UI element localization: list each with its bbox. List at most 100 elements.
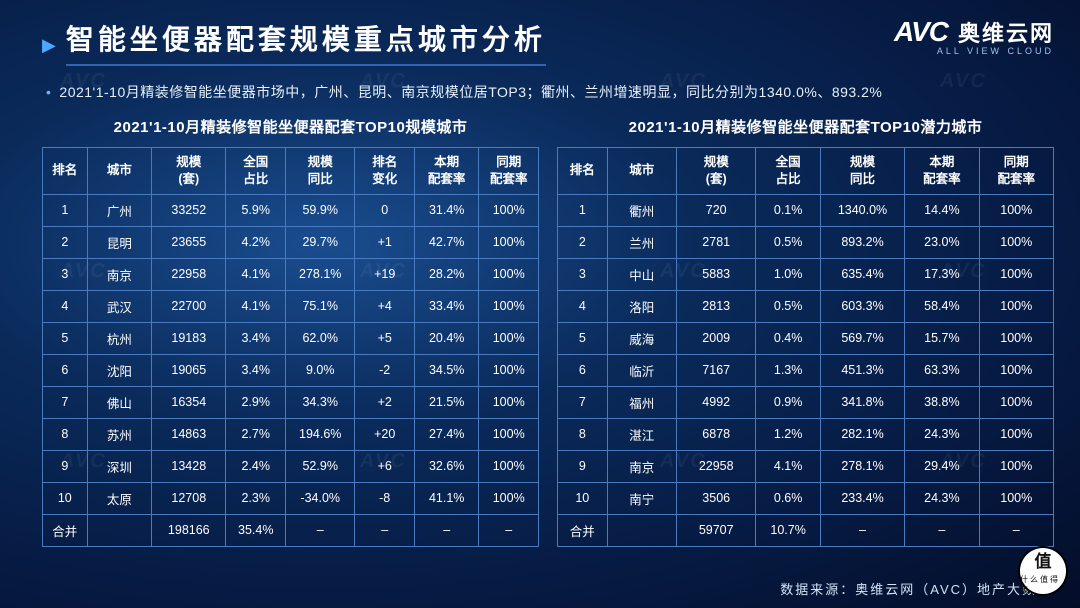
- table-cell: +1: [355, 226, 415, 258]
- table-cell: +2: [355, 386, 415, 418]
- table-cell: 12708: [152, 482, 226, 514]
- table-row: 5威海20090.4%569.7%15.7%100%: [558, 322, 1054, 354]
- table-cell: 苏州: [87, 418, 151, 450]
- table-cell: 23655: [152, 226, 226, 258]
- table-row: 3中山58831.0%635.4%17.3%100%: [558, 258, 1054, 290]
- brand-logo: AVC 奥维云网 ALL VIEW CLOUD: [894, 16, 1054, 56]
- table-cell: –: [479, 514, 539, 546]
- table-row: 1衢州7200.1%1340.0%14.4%100%: [558, 194, 1054, 226]
- column-header: 全国占比: [226, 148, 286, 195]
- table-row: 2昆明236554.2%29.7%+142.7%100%: [43, 226, 539, 258]
- scale-cities-block: 2021'1-10月精装修智能坐便器配套TOP10规模城市 排名城市规模(套)全…: [42, 116, 539, 547]
- table-cell: 278.1%: [820, 450, 904, 482]
- table-cell: 100%: [479, 290, 539, 322]
- table-cell: 5.9%: [226, 194, 286, 226]
- table-cell: 0.6%: [756, 482, 820, 514]
- table-cell: 14.4%: [905, 194, 979, 226]
- table-cell: 10: [43, 482, 88, 514]
- column-header: 排名: [558, 148, 608, 195]
- data-source: 数据来源：奥维云网（AVC）地产大数据: [780, 579, 1052, 598]
- table-cell: 8: [558, 418, 608, 450]
- table-cell: 4: [43, 290, 88, 322]
- table-cell: 720: [677, 194, 756, 226]
- logo-cn: 奥维云网: [958, 16, 1054, 48]
- table-cell: 603.3%: [820, 290, 904, 322]
- column-header: 城市: [87, 148, 151, 195]
- table-cell: +4: [355, 290, 415, 322]
- table-cell: 合并: [558, 514, 608, 546]
- page-title: 智能坐便器配套规模重点城市分析: [66, 18, 546, 66]
- table-cell: 23.0%: [905, 226, 979, 258]
- table-cell: 100%: [479, 450, 539, 482]
- table-cell: 52.9%: [286, 450, 355, 482]
- table-row: 9南京229584.1%278.1%29.4%100%: [558, 450, 1054, 482]
- table-cell: 100%: [979, 194, 1053, 226]
- table-cell: 2.7%: [226, 418, 286, 450]
- table-row: 合并5970710.7%–––: [558, 514, 1054, 546]
- table-cell: 33.4%: [414, 290, 478, 322]
- table-row: 8苏州148632.7%194.6%+2027.4%100%: [43, 418, 539, 450]
- table-row: 6沈阳190653.4%9.0%-234.5%100%: [43, 354, 539, 386]
- table-cell: 100%: [979, 258, 1053, 290]
- table-cell: 2813: [677, 290, 756, 322]
- table-cell: 19183: [152, 322, 226, 354]
- table-cell: 武汉: [87, 290, 151, 322]
- table-cell: 7: [558, 386, 608, 418]
- table-cell: 100%: [979, 290, 1053, 322]
- table-a-title: 2021'1-10月精装修智能坐便器配套TOP10规模城市: [42, 116, 539, 137]
- table-cell: 4.1%: [226, 258, 286, 290]
- table-cell: 42.7%: [414, 226, 478, 258]
- table-cell: 2.4%: [226, 450, 286, 482]
- table-cell: 8: [43, 418, 88, 450]
- potential-cities-block: 2021'1-10月精装修智能坐便器配套TOP10潜力城市 排名城市规模(套)全…: [557, 116, 1054, 547]
- table-cell: 衢州: [607, 194, 676, 226]
- table-cell: –: [355, 514, 415, 546]
- table-cell: 0: [355, 194, 415, 226]
- column-header: 规模同比: [820, 148, 904, 195]
- table-cell: –: [820, 514, 904, 546]
- smzdm-badge: 值 什么值得买: [1020, 548, 1066, 594]
- table-cell: 4: [558, 290, 608, 322]
- table-cell: 35.4%: [226, 514, 286, 546]
- table-row: 7佛山163542.9%34.3%+221.5%100%: [43, 386, 539, 418]
- table-cell: 佛山: [87, 386, 151, 418]
- table-cell: 100%: [479, 354, 539, 386]
- table-cell: +6: [355, 450, 415, 482]
- column-header: 本期配套率: [905, 148, 979, 195]
- potential-cities-table: 排名城市规模(套)全国占比规模同比本期配套率同期配套率1衢州7200.1%134…: [557, 147, 1054, 547]
- table-cell: 100%: [979, 322, 1053, 354]
- table-row: 10太原127082.3%-34.0%-841.1%100%: [43, 482, 539, 514]
- table-cell: 6: [43, 354, 88, 386]
- table-row: 合并19816635.4%––––: [43, 514, 539, 546]
- table-cell: 16354: [152, 386, 226, 418]
- table-cell: 6: [558, 354, 608, 386]
- table-cell: -8: [355, 482, 415, 514]
- table-cell: 福州: [607, 386, 676, 418]
- table-cell: 282.1%: [820, 418, 904, 450]
- table-cell: 194.6%: [286, 418, 355, 450]
- table-cell: 0.9%: [756, 386, 820, 418]
- table-cell: 昆明: [87, 226, 151, 258]
- table-row: 7福州49920.9%341.8%38.8%100%: [558, 386, 1054, 418]
- table-cell: 29.7%: [286, 226, 355, 258]
- table-cell: 100%: [479, 258, 539, 290]
- table-cell: 1.2%: [756, 418, 820, 450]
- table-cell: 29.4%: [905, 450, 979, 482]
- table-cell: 100%: [979, 418, 1053, 450]
- table-cell: 6878: [677, 418, 756, 450]
- column-header: 同期配套率: [479, 148, 539, 195]
- column-header: 城市: [607, 148, 676, 195]
- table-cell: 9.0%: [286, 354, 355, 386]
- table-cell: 2.3%: [226, 482, 286, 514]
- logo-mark: AVC: [894, 16, 948, 48]
- table-cell: -2: [355, 354, 415, 386]
- table-cell: 沈阳: [87, 354, 151, 386]
- table-cell: 278.1%: [286, 258, 355, 290]
- table-cell: 100%: [979, 386, 1053, 418]
- table-cell: 2: [43, 226, 88, 258]
- table-cell: 24.3%: [905, 418, 979, 450]
- table-row: 9深圳134282.4%52.9%+632.6%100%: [43, 450, 539, 482]
- table-cell: 17.3%: [905, 258, 979, 290]
- table-cell: [607, 514, 676, 546]
- table-cell: 2: [558, 226, 608, 258]
